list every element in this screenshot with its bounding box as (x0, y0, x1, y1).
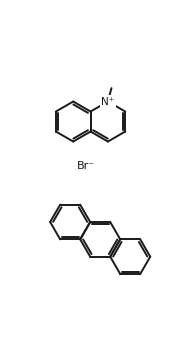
Text: Br⁻: Br⁻ (77, 161, 95, 171)
Text: N⁺: N⁺ (101, 97, 114, 106)
